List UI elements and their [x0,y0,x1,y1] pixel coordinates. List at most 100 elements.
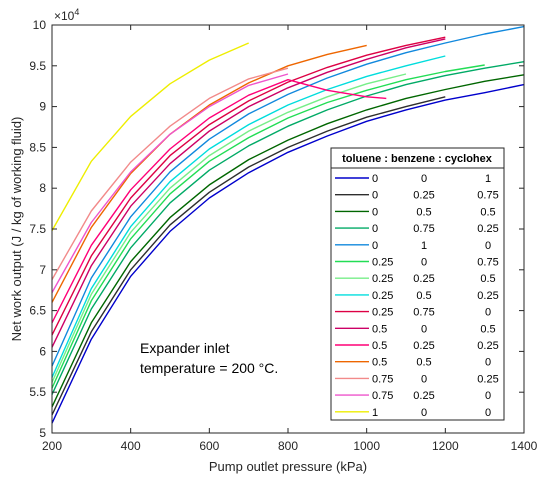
x-tick-label: 1000 [353,439,380,453]
series-line-5 [51,64,485,389]
legend-label: 0.25 [413,273,434,285]
legend-entry: 0 0.25 0.75 [335,190,499,202]
legend-label: 1 [485,173,491,185]
legend-entry: 0 1 0 [335,240,491,252]
x-tick-label: 600 [199,439,219,453]
legend-entry: 0 0 1 [335,173,491,185]
x-tick-labels: 200 400 600 800 1000 1200 1400 [42,439,538,453]
y-tick-labels: 5 5.5 6 6.5 7 7.5 8 8.5 9 9.5 10 [29,18,46,440]
legend-entry: 0.25 0.5 0.25 [335,290,499,302]
series-line-0 [51,83,525,424]
y-tick-label: 9 [39,100,46,114]
ticks-layer [51,24,525,434]
legend-label: 0 [372,223,378,235]
legend-label: 0 [485,357,491,369]
legend-label: 0 [485,307,491,319]
x-tick-label: 400 [121,439,141,453]
legend-label: 0 [372,190,378,202]
series-line-12 [51,67,289,280]
legend-label: 0.75 [477,257,498,269]
legend-label: 0.25 [413,340,434,352]
legend-label: 0.25 [477,340,498,352]
legend-label: 0.25 [372,273,393,285]
legend-entry: 0.25 0 0.75 [335,257,499,269]
series-line-8 [51,36,446,336]
legend-label: 0 [485,390,491,402]
legend-label: 0 [421,407,427,419]
legend-entries: 0 0 10 0.25 0.750 0.5 0.50 0.75 0.250 1 00.25 0 0.75… [335,173,499,419]
legend-label: 0.25 [413,390,434,402]
y-exponent-label: ×104 [54,7,79,23]
x-tick-label: 200 [42,439,62,453]
legend-entry: 1 0 0 [335,407,491,419]
legend-label: 0.25 [372,257,393,269]
legend-label: 0.75 [372,373,393,385]
y-tick-label: 9.5 [29,59,46,73]
x-tick-label: 1400 [511,439,538,453]
legend-label: 0.5 [480,323,495,335]
legend-entry: 0.5 0.5 0 [335,357,491,369]
y-tick-label: 5.5 [29,385,46,399]
series-line-14 [51,42,249,231]
series-line-9 [51,38,446,348]
y-exponent-base: ×10 [54,9,75,23]
legend-label: 1 [372,407,378,419]
legend-label: 0.25 [413,190,434,202]
legend-label: 0.5 [372,323,387,335]
legend-label: 0.75 [413,223,434,235]
series-line-3 [51,61,525,395]
legend-label: 0 [421,173,427,185]
annotation-line-2: temperature = 200 °C. [140,360,278,376]
legend-label: 0.5 [416,290,431,302]
legend-label: 1 [421,240,427,252]
legend-label: 0.75 [372,390,393,402]
legend-label: 0.25 [372,290,393,302]
legend-label: 0 [421,257,427,269]
y-exponent-power: 4 [74,7,79,17]
x-axis-title: Pump outlet pressure (kPa) [209,459,367,474]
y-axis-title: Net work output (J / kg of working fluid… [9,117,24,342]
legend-label: 0 [372,240,378,252]
legend: toluene : benzene : cyclohex 0 0 10 0.25 0.7… [330,147,505,421]
legend-entry: 0.75 0 0.25 [335,373,499,385]
legend-entry: 0.5 0.25 0.25 [335,340,499,352]
legend-label: 0.75 [413,307,434,319]
legend-label: 0 [485,407,491,419]
series-line-13 [51,73,289,293]
legend-label: 0.75 [477,190,498,202]
y-tick-label: 7 [39,263,46,277]
series-line-10 [51,78,387,324]
legend-label: 0.25 [477,223,498,235]
series-line-7 [51,55,446,378]
legend-label: 0 [421,373,427,385]
y-tick-label: 6.5 [29,304,46,318]
legend-label: 0 [372,206,378,218]
legend-entry: 0.25 0.25 0.5 [335,273,496,285]
series-layer [51,25,525,424]
legend-label: 0.25 [372,307,393,319]
legend-label: 0 [421,323,427,335]
legend-label: 0.5 [372,340,387,352]
legend-entry: 0.5 0 0.5 [335,323,496,335]
x-tick-label: 800 [278,439,298,453]
legend-label: 0.5 [480,273,495,285]
y-tick-label: 8 [39,181,46,195]
legend-label: 0.5 [372,357,387,369]
series-line-6 [51,73,407,383]
legend-label: 0.25 [477,290,498,302]
legend-entry: 0 0.5 0.5 [335,206,496,218]
annotation-line-1: Expander inlet [140,340,230,356]
legend-label: 0.5 [416,206,431,218]
legend-entry: 0.25 0.75 0 [335,307,491,319]
legend-title: toluene : benzene : cyclohex [342,153,493,165]
y-tick-label: 6 [39,344,46,358]
legend-label: 0.5 [416,357,431,369]
legend-label: 0 [372,173,378,185]
series-line-1 [51,96,446,416]
series-line-2 [51,74,525,408]
y-tick-label: 7.5 [29,222,46,236]
legend-label: 0 [485,240,491,252]
legend-label: 0.25 [477,373,498,385]
series-line-11 [51,44,367,303]
